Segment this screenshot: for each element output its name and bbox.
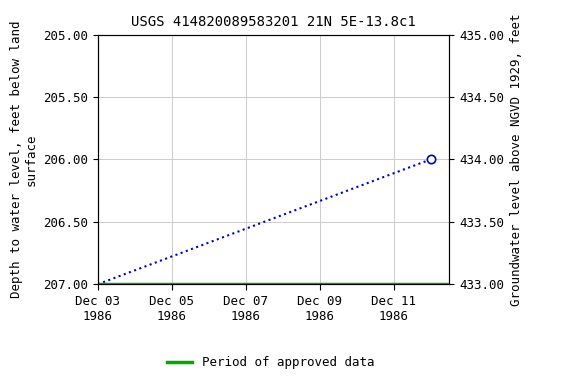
Title: USGS 414820089583201 21N 5E-13.8c1: USGS 414820089583201 21N 5E-13.8c1 — [131, 15, 416, 29]
Legend: Period of approved data: Period of approved data — [162, 351, 380, 374]
Y-axis label: Groundwater level above NGVD 1929, feet: Groundwater level above NGVD 1929, feet — [510, 13, 522, 306]
Y-axis label: Depth to water level, feet below land
surface: Depth to water level, feet below land su… — [10, 21, 37, 298]
